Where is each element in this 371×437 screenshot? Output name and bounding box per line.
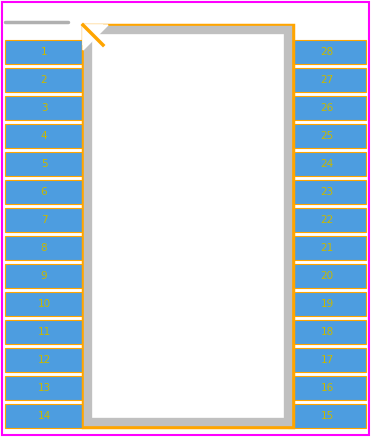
Bar (288, 348, 366, 372)
Text: 23: 23 (321, 187, 334, 197)
Bar (288, 264, 366, 288)
Text: 10: 10 (37, 299, 50, 309)
Text: 27: 27 (321, 75, 334, 85)
Bar (5, 96, 83, 120)
Bar (288, 180, 366, 204)
Polygon shape (83, 25, 108, 50)
Bar (5, 376, 83, 400)
Bar (5, 40, 83, 64)
Text: 14: 14 (37, 411, 50, 421)
Bar (288, 40, 366, 64)
Text: 1: 1 (41, 47, 47, 57)
Bar (288, 124, 366, 148)
Text: 7: 7 (41, 215, 47, 225)
Bar (5, 264, 83, 288)
Text: 18: 18 (321, 327, 334, 337)
Bar (5, 292, 83, 316)
Text: 9: 9 (41, 271, 47, 281)
Bar (288, 96, 366, 120)
Bar (5, 68, 83, 92)
Bar (5, 320, 83, 344)
Text: 12: 12 (37, 355, 50, 365)
Bar (83, 25, 293, 427)
Text: 20: 20 (321, 271, 334, 281)
Bar (5, 236, 83, 260)
Text: 19: 19 (321, 299, 334, 309)
Bar (5, 208, 83, 232)
Text: 17: 17 (321, 355, 334, 365)
Text: 5: 5 (41, 159, 47, 169)
Text: 11: 11 (37, 327, 50, 337)
Bar (88, 30, 288, 422)
Text: 8: 8 (41, 243, 47, 253)
Text: 28: 28 (321, 47, 334, 57)
Text: 24: 24 (321, 159, 334, 169)
Bar (288, 152, 366, 176)
Bar (5, 348, 83, 372)
Text: 6: 6 (41, 187, 47, 197)
Bar (288, 208, 366, 232)
Text: 26: 26 (321, 103, 334, 113)
Text: 2: 2 (41, 75, 47, 85)
Bar (288, 376, 366, 400)
Bar (288, 292, 366, 316)
Text: 3: 3 (41, 103, 47, 113)
Text: 16: 16 (321, 383, 334, 393)
Bar (288, 404, 366, 428)
Bar (288, 236, 366, 260)
Text: 15: 15 (321, 411, 334, 421)
Text: 25: 25 (321, 131, 334, 141)
Bar (5, 180, 83, 204)
Polygon shape (83, 25, 103, 45)
Bar (5, 404, 83, 428)
Bar (5, 124, 83, 148)
Text: 13: 13 (37, 383, 50, 393)
Text: 21: 21 (321, 243, 334, 253)
Bar (5, 152, 83, 176)
Bar (288, 68, 366, 92)
Text: 4: 4 (41, 131, 47, 141)
Bar (288, 320, 366, 344)
Text: 22: 22 (321, 215, 334, 225)
